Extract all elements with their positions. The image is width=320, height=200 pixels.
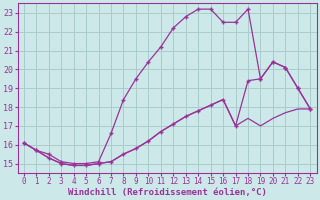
X-axis label: Windchill (Refroidissement éolien,°C): Windchill (Refroidissement éolien,°C) [68,188,267,197]
